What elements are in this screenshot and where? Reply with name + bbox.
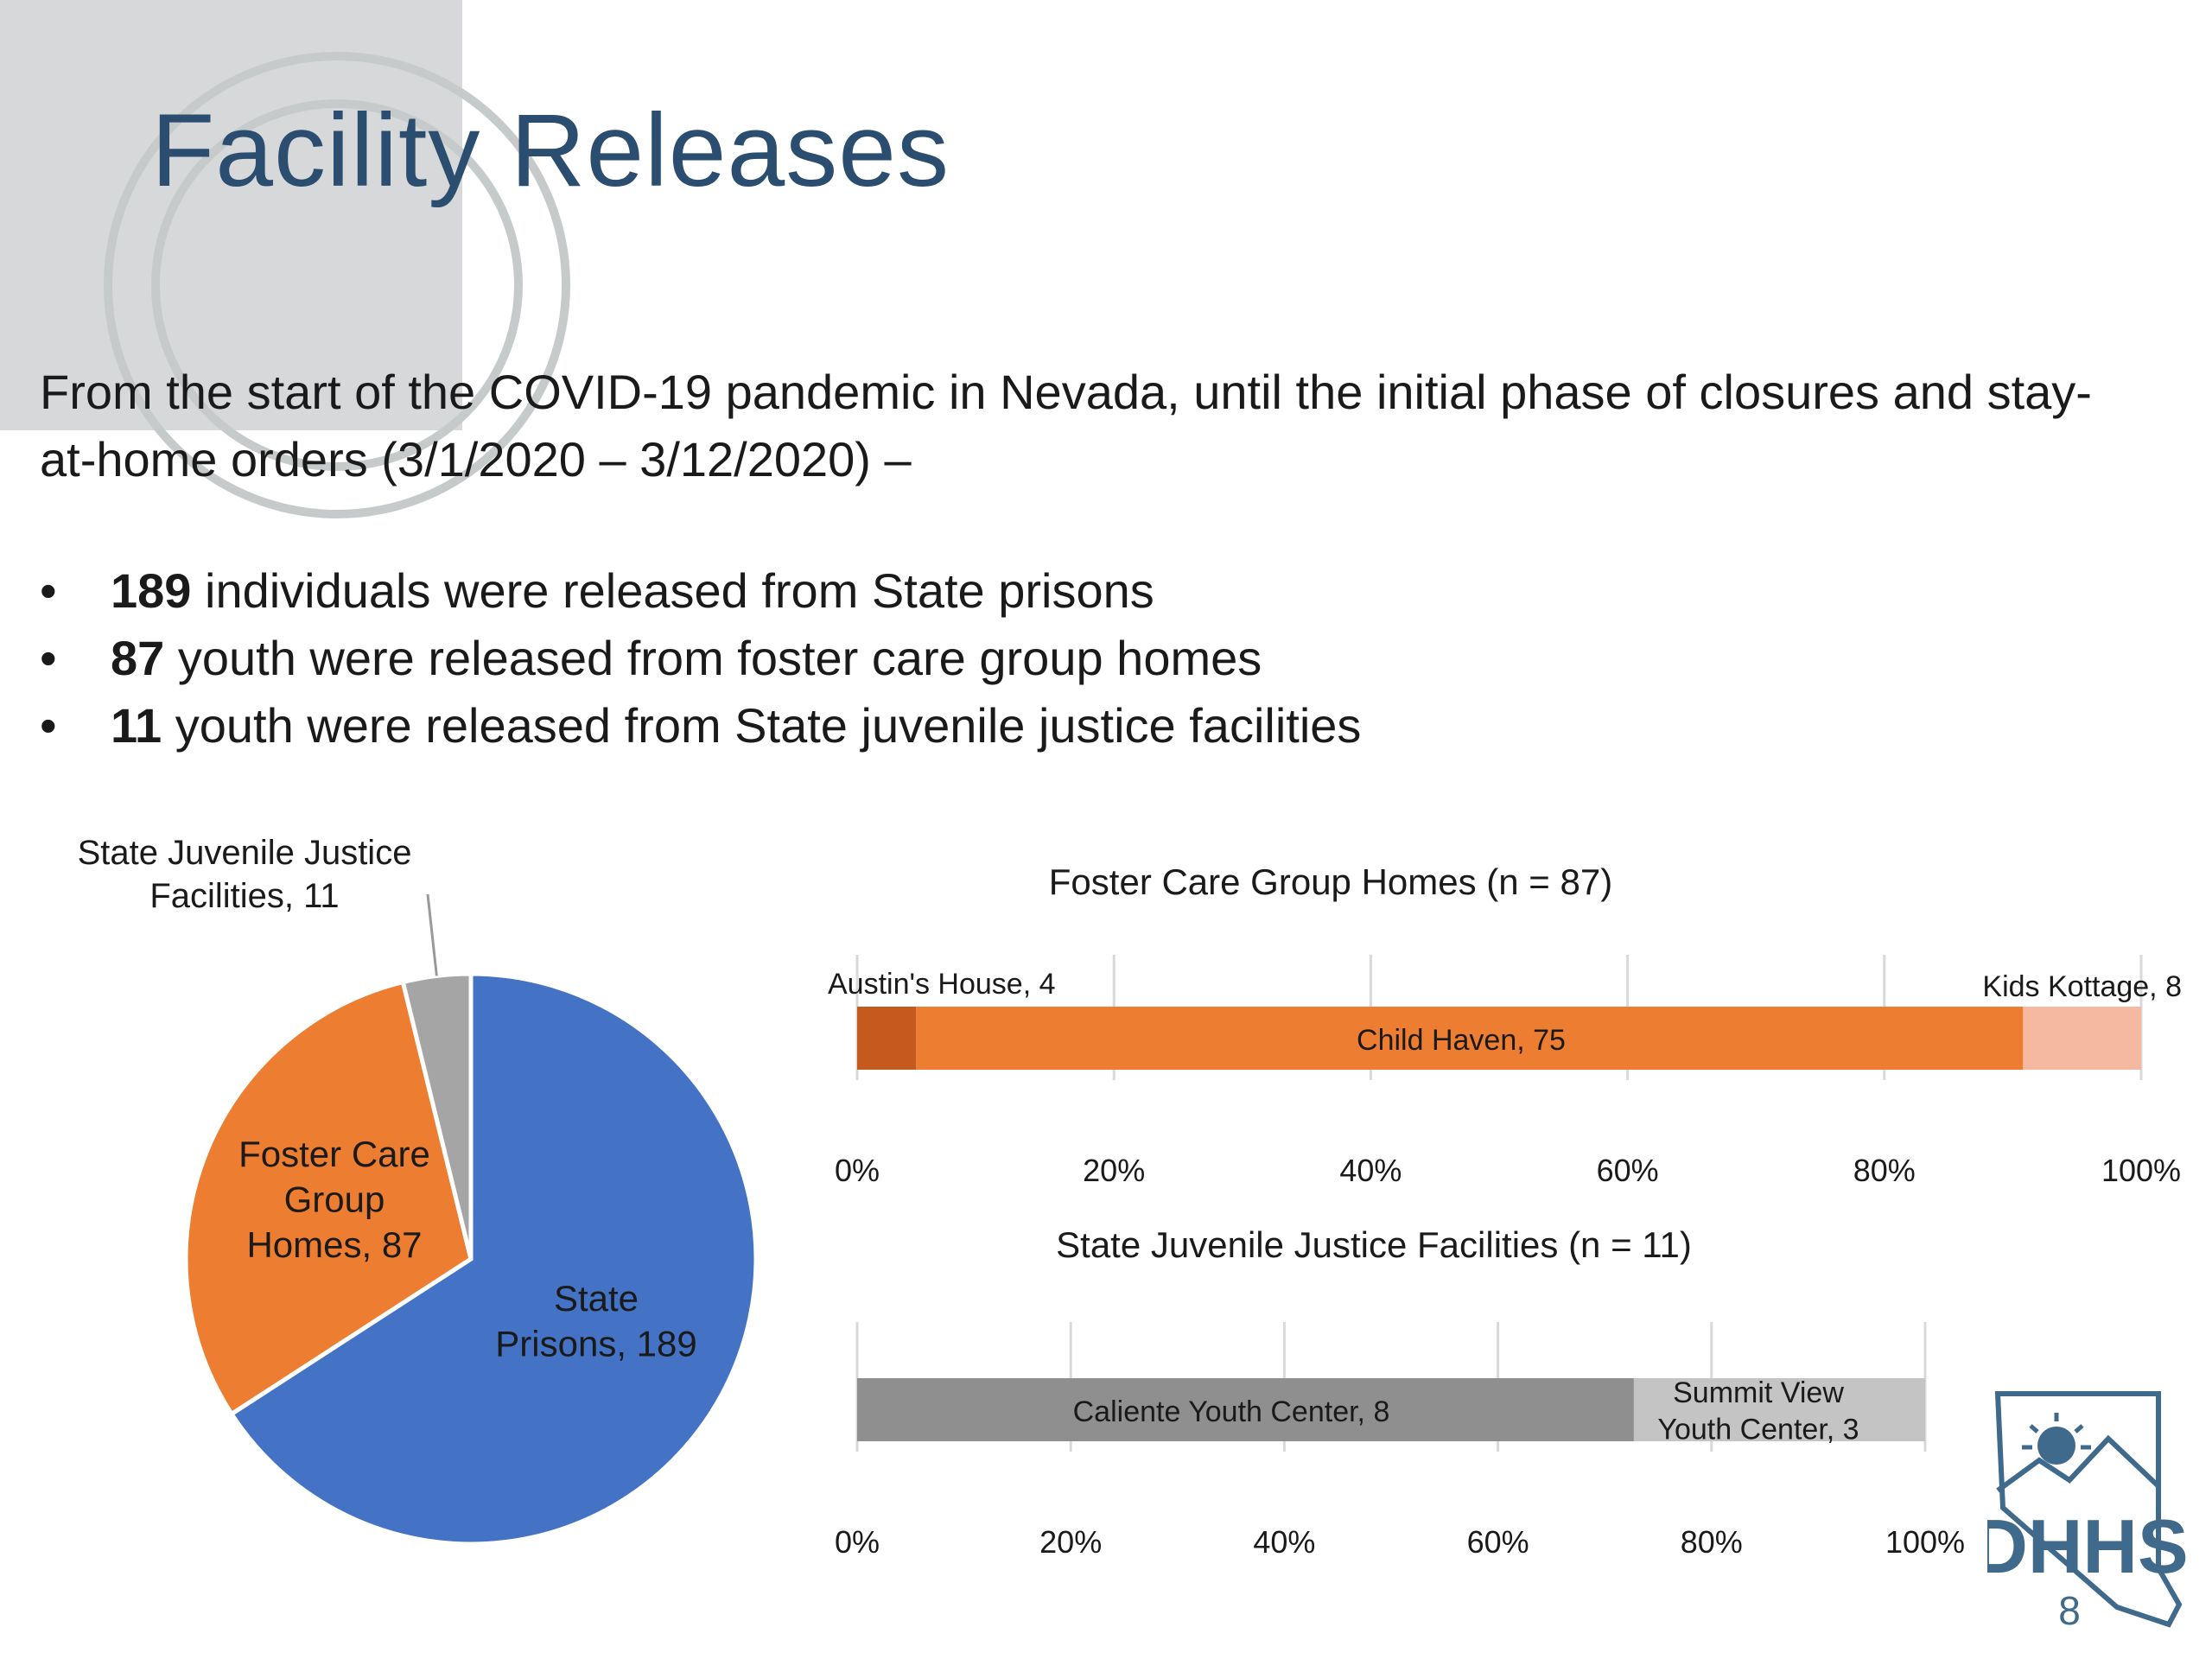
x-tick-label: 100% (2101, 1153, 2181, 1188)
x-tick-label: 40% (1339, 1153, 1402, 1188)
bar-chart-title-line: Foster Care Group Homes (n = 87) (1049, 861, 1612, 902)
pie-label-juvenile-justice-line: State Juvenile Justice (78, 834, 412, 872)
pie-slice (400, 971, 474, 1260)
bar-chart-title: Foster Care Group Homes (n = 87) (1049, 861, 1612, 902)
x-tick-label-line: 100% (1885, 1524, 1965, 1560)
bar-segment (916, 1007, 2024, 1070)
bullet-number: 87 (111, 631, 165, 685)
pie-leader-line (426, 893, 438, 976)
pie-label-juvenile-justice-line: Facilities, 11 (149, 877, 339, 915)
pie-label-juvenile-justice: State Juvenile Justice Facilities, 11 (78, 834, 412, 915)
bar-chart-title: State Juvenile Justice Facilities (n = 1… (1056, 1224, 1692, 1265)
pie-label-foster-care: Foster Care Group Homes, 87 (238, 1134, 430, 1265)
dhhs-logo: DHHS 8 (1973, 1378, 2195, 1637)
bar-segment (2023, 1007, 2141, 1070)
seal-watermark (0, 0, 570, 518)
x-tick-label: 100% (1885, 1524, 1965, 1560)
bullet-text: youth were released from foster care gro… (164, 631, 1262, 685)
x-tick-label-line: 80% (1853, 1153, 1916, 1188)
x-tick-label: 60% (1597, 1153, 1659, 1188)
bar-segment-label-line: Summit View (1673, 1376, 1844, 1409)
bullet-text: youth were released from State juvenile … (162, 698, 1362, 753)
bullet-text: individuals were released from State pri… (191, 563, 1154, 618)
bullet-number: 189 (111, 563, 192, 618)
pie-slice (228, 971, 759, 1547)
x-tick-label: 20% (1083, 1153, 1145, 1188)
intro-text: From the start of the COVID-19 pandemic … (40, 365, 2092, 486)
x-tick-label: 60% (1467, 1524, 1529, 1560)
bar-segment-label-line: Austin's House, 4 (828, 968, 1056, 1001)
bar-segment-label: Summit View Youth Center, 3 (1657, 1376, 1859, 1446)
pie-label-foster-care-line: Homes, 87 (246, 1224, 422, 1265)
x-tick-label-line: 40% (1253, 1524, 1315, 1560)
slide-title: Facility Releases (151, 92, 950, 208)
x-tick-label-line: 0% (835, 1524, 880, 1560)
sun-icon (2037, 1427, 2075, 1465)
x-tick-label: 80% (1853, 1153, 1916, 1188)
x-tick-label: 0% (835, 1153, 880, 1188)
bar-segment-label-line: Youth Center, 3 (1657, 1414, 1859, 1446)
x-tick-label-line: 100% (2101, 1153, 2181, 1188)
bar-segment (857, 1378, 1634, 1441)
x-tick-label-line: 20% (1083, 1153, 1145, 1188)
bar-segment-label-line: Caliente Youth Center, 8 (1073, 1395, 1390, 1428)
nevada-outline-icon: DHHS 8 (1973, 1391, 2189, 1633)
x-tick-label: 80% (1681, 1524, 1743, 1560)
stats-list: 189 individuals were released from State… (40, 557, 1361, 760)
bar-segment-label: Child Haven, 75 (1357, 1024, 1566, 1057)
bullet-number: 11 (111, 698, 162, 753)
juvenile-justice-bar-chart: State Juvenile Justice Facilities (n = 1… (835, 1224, 1965, 1560)
bullet-foster-care: 87 youth were released from foster care … (40, 625, 1361, 692)
bar-segment (1633, 1378, 1925, 1441)
logo-text: DHHS (1987, 1503, 2189, 1589)
bar-chart-title-line: State Juvenile Justice Facilities (n = 1… (1056, 1224, 1692, 1265)
x-tick-label-line: 60% (1467, 1524, 1529, 1560)
bar-segment-label-line: Kids Kottage, 8 (1982, 970, 2182, 1003)
x-tick-label: 40% (1253, 1524, 1315, 1560)
bar-segment (857, 1007, 917, 1070)
foster-care-bar-chart: Foster Care Group Homes (n = 87) 0% 20% 40%… (828, 861, 2182, 1188)
pie-label-foster-care-line: Group (284, 1179, 385, 1220)
bullet-prisons: 189 individuals were released from State… (40, 557, 1361, 625)
bullet-juvenile-justice: 11 youth were released from State juveni… (40, 692, 1361, 760)
page-number: 8 (2058, 1588, 2081, 1633)
bar-segment-label: Austin's House, 4 (828, 968, 1056, 1001)
x-tick-label: 0% (835, 1524, 880, 1560)
x-tick-label: 20% (1039, 1524, 1102, 1560)
x-tick-label-line: 20% (1039, 1524, 1102, 1560)
pie-label-state-prisons-line: State (554, 1278, 639, 1319)
x-tick-label-line: 40% (1339, 1153, 1402, 1188)
x-tick-label-line: 60% (1597, 1153, 1659, 1188)
pie-label-foster-care-line: Foster Care (238, 1134, 430, 1174)
pie-slice (183, 979, 474, 1417)
pie-label-state-prisons: State Prisons, 189 (495, 1278, 696, 1364)
bar-segment-label: Caliente Youth Center, 8 (1073, 1395, 1390, 1428)
bar-segment-label-line: Child Haven, 75 (1357, 1024, 1566, 1057)
x-tick-label-line: 0% (835, 1153, 880, 1188)
x-tick-label-line: 80% (1681, 1524, 1743, 1560)
pie-chart: State Prisons, 189 Foster Care Group Homes, … (78, 834, 759, 1547)
bar-segment-label: Kids Kottage, 8 (1982, 970, 2182, 1003)
pie-label-state-prisons-line: Prisons, 189 (495, 1324, 696, 1364)
